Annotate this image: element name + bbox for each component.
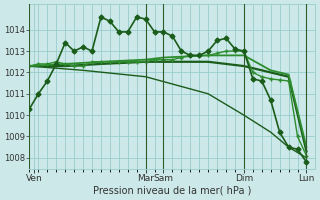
X-axis label: Pression niveau de la mer( hPa ): Pression niveau de la mer( hPa )	[93, 186, 252, 196]
